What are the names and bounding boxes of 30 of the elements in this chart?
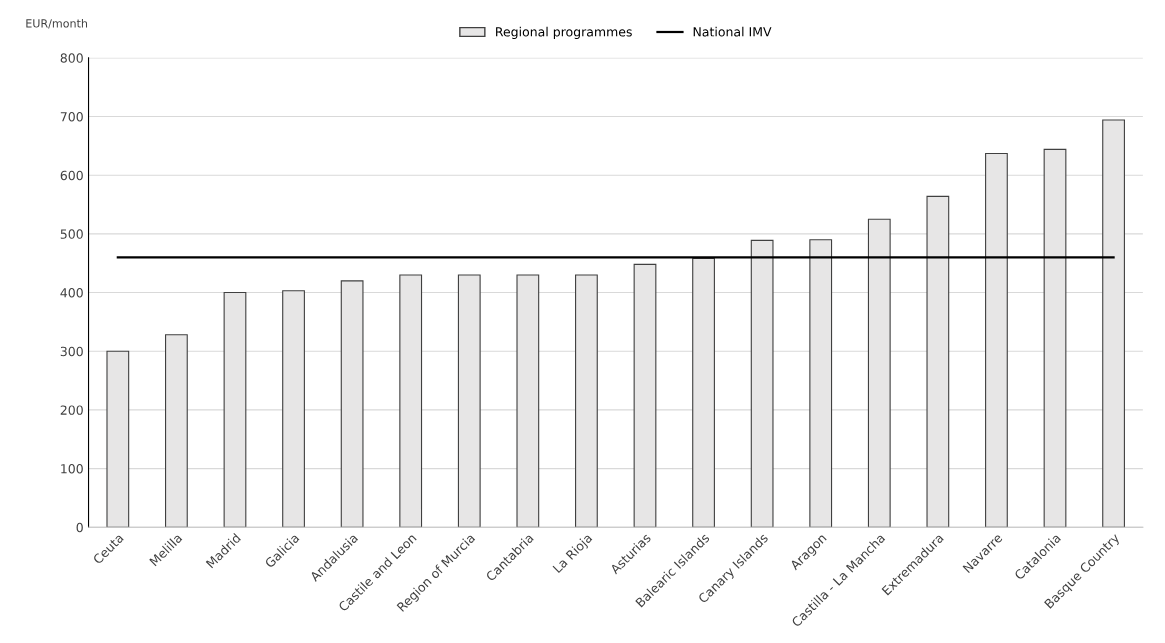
- bar: [809, 239, 833, 528]
- y-tick-label: 600: [60, 170, 83, 181]
- bar: [926, 195, 950, 528]
- bar: [516, 274, 540, 528]
- bar: [1102, 119, 1125, 528]
- y-tick-label: 100: [61, 464, 83, 474]
- legend-label: National IMV: [693, 26, 772, 37]
- y-tick-label: 500: [60, 229, 83, 239]
- bar: [399, 274, 423, 528]
- bar: [575, 274, 598, 528]
- bar: [750, 239, 774, 528]
- bar: [692, 257, 715, 528]
- y-tick-label: 700: [60, 112, 83, 122]
- bar: [457, 274, 481, 528]
- y-axis-title: EUR/month: [26, 18, 88, 29]
- y-tick-label: 200: [60, 405, 83, 415]
- y-tick-label: 400: [60, 288, 83, 298]
- bar: [106, 350, 130, 528]
- bar: [1043, 148, 1067, 528]
- bar: [282, 290, 305, 528]
- bar: [223, 292, 247, 528]
- legend-label: Regional programmes: [496, 26, 632, 39]
- bar: [633, 263, 657, 528]
- bar: [340, 280, 364, 528]
- bar: [165, 334, 188, 528]
- y-tick-label: 300: [60, 346, 83, 357]
- y-tick-label: 800: [60, 53, 83, 63]
- bar: [985, 152, 1008, 528]
- y-tick-label: 0: [76, 522, 83, 533]
- bar: [867, 218, 891, 528]
